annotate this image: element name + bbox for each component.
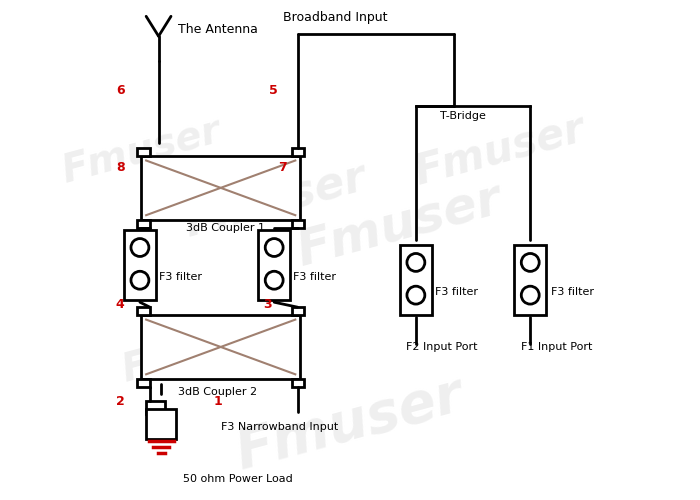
Bar xyxy=(292,307,304,314)
Text: Fmuser: Fmuser xyxy=(57,111,225,190)
Text: 6: 6 xyxy=(116,84,125,98)
Bar xyxy=(292,148,304,156)
Text: 3dB Coupler 1: 3dB Coupler 1 xyxy=(186,222,265,232)
Text: Fmuser: Fmuser xyxy=(292,175,508,276)
Text: 7: 7 xyxy=(279,162,287,174)
Text: F2 Input Port: F2 Input Port xyxy=(406,342,477,352)
Text: Fmuser: Fmuser xyxy=(410,108,589,194)
Text: 8: 8 xyxy=(116,162,125,174)
Bar xyxy=(141,156,300,220)
Text: Broadband Input: Broadband Input xyxy=(283,11,387,24)
Bar xyxy=(146,400,165,414)
Text: 5: 5 xyxy=(269,84,277,98)
Text: 3dB Coupler 2: 3dB Coupler 2 xyxy=(178,386,258,396)
Bar xyxy=(141,314,300,380)
Text: T-Bridge: T-Bridge xyxy=(440,111,485,120)
Text: Fmuser: Fmuser xyxy=(230,368,470,480)
Text: F3 filter: F3 filter xyxy=(293,272,336,282)
Text: 2: 2 xyxy=(116,395,125,408)
Bar xyxy=(400,245,432,314)
Bar xyxy=(124,230,156,300)
Text: 1: 1 xyxy=(214,395,223,408)
Bar xyxy=(146,409,176,439)
Text: F3 filter: F3 filter xyxy=(435,288,477,298)
Bar xyxy=(137,220,150,228)
Bar xyxy=(292,380,304,386)
Bar xyxy=(292,220,304,228)
Bar xyxy=(137,148,150,156)
Text: 3: 3 xyxy=(264,298,272,311)
Text: F3 filter: F3 filter xyxy=(552,288,594,298)
Text: The Antenna: The Antenna xyxy=(178,23,258,36)
Text: F3 filter: F3 filter xyxy=(159,272,202,282)
Bar xyxy=(258,230,290,300)
Text: Fmuser: Fmuser xyxy=(179,156,371,245)
Text: 50 ohm Power Load: 50 ohm Power Load xyxy=(183,474,293,484)
Text: F3 Narrowband Input: F3 Narrowband Input xyxy=(220,422,338,432)
Text: 4: 4 xyxy=(116,298,125,311)
Bar xyxy=(137,307,150,314)
Bar xyxy=(137,380,150,386)
Bar xyxy=(514,245,547,314)
Text: Fmuser: Fmuser xyxy=(117,310,285,389)
Text: F1 Input Port: F1 Input Port xyxy=(521,342,592,352)
